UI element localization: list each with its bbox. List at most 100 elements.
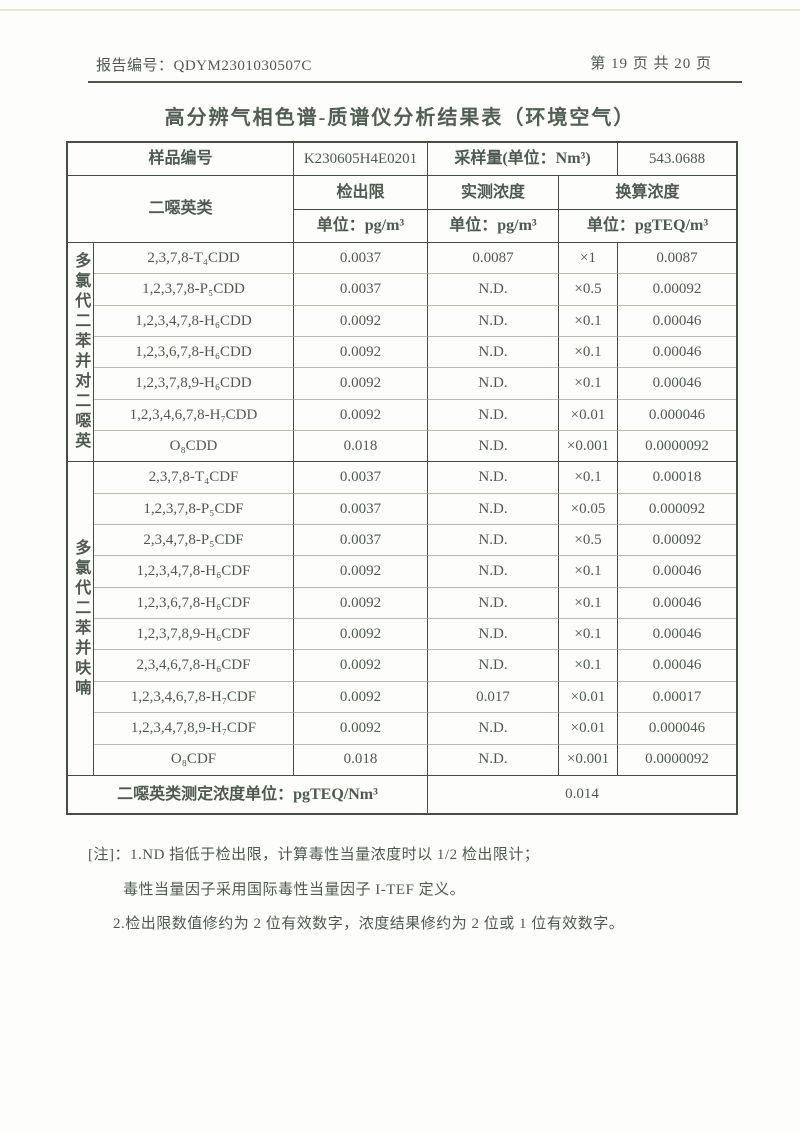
measured-cell: N.D. (428, 493, 559, 526)
detection-limit-cell: 0.018 (294, 744, 428, 776)
total-teq-label: 二噁英类测定浓度单位：pgTEQ/Nm³ (68, 775, 428, 813)
report-number-label: 报告编号： (96, 58, 174, 74)
detection-limit-cell: 0.0092 (294, 681, 428, 714)
detection-limit-header: 检出限 (294, 176, 428, 210)
detection-limit-cell: 0.0037 (294, 462, 428, 494)
document-title: 高分辨气相色谱-质谱仪分析结果表（环境空气） (164, 107, 636, 129)
sample-volume-label: 采样量(单位：Nm³) (428, 143, 618, 176)
footnote-line-1: [注]：1.ND 指低于检出限，计算毒性当量浓度时以 1/2 检出限计； (88, 847, 540, 863)
report-number-line: 报告编号：QDYM2301030507C (96, 54, 312, 75)
detection-limit-cell: 0.0092 (294, 619, 428, 651)
measured-cell: N.D. (428, 713, 559, 745)
teq-cell: 0.00018 (618, 462, 736, 494)
tef-cell: ×0.1 (559, 368, 618, 400)
compound-name-cell: O₈CDD (94, 431, 294, 463)
sample-id-value: K230605H4E0201 (294, 143, 428, 176)
detection-limit-cell: 0.0092 (294, 713, 428, 745)
tef-cell: ×0.1 (559, 337, 618, 369)
compound-name-cell: 1,2,3,4,7,8-H₆CDD (94, 305, 294, 338)
tef-cell: ×0.1 (559, 619, 618, 651)
compound-name-cell: 1,2,3,4,6,7,8-H₇CDF (94, 681, 294, 714)
measured-cell: N.D. (428, 368, 559, 400)
tef-cell: ×0.1 (559, 556, 618, 588)
tef-cell: ×0.1 (559, 587, 618, 620)
measured-cell: N.D. (428, 274, 559, 306)
compound-name-cell: 1,2,3,4,7,8-H₆CDF (94, 556, 294, 588)
results-table-grid: 样品编号 K230605H4E0201 采样量(单位：Nm³) 543.0688… (68, 143, 736, 813)
detection-limit-cell: 0.0092 (294, 305, 428, 338)
measured-cell: N.D. (428, 462, 559, 494)
footnote-line-3: 2.检出限数值修约为 2 位有效数字，浓度结果修约为 2 位或 1 位有效数字。 (113, 916, 625, 932)
compound-name-cell: 1,2,3,7,8-P₅CDD (94, 274, 294, 306)
teq-cell: 0.00046 (618, 306, 736, 338)
teq-cell: 0.00046 (618, 619, 736, 651)
converted-unit: 单位：pgTEQ/m³ (559, 210, 736, 243)
detection-limit-cell: 0.018 (294, 431, 428, 463)
teq-cell: 0.00092 (618, 525, 736, 557)
tef-cell: ×0.01 (559, 713, 618, 745)
measured-cell: 0.017 (428, 681, 559, 714)
detection-limit-cell: 0.0037 (294, 493, 428, 526)
scan-paper-edge (0, 9, 800, 11)
teq-cell: 0.000092 (618, 494, 736, 526)
detection-limit-cell: 0.0092 (294, 399, 428, 432)
teq-cell: 0.0000092 (618, 431, 736, 463)
measured-cell: N.D. (428, 744, 559, 776)
sample-volume-value: 543.0688 (618, 143, 736, 176)
teq-cell: 0.0087 (618, 243, 736, 275)
detection-limit-cell: 0.0092 (294, 587, 428, 620)
compound-name-cell: 1,2,3,7,8-P₅CDF (94, 493, 294, 526)
measured-cell: N.D. (428, 431, 559, 463)
results-table: 样品编号 K230605H4E0201 采样量(单位：Nm³) 543.0688… (66, 141, 738, 815)
compound-name-cell: 1,2,3,7,8,9-H₆CDF (94, 619, 294, 651)
compound-name-cell: 1,2,3,6,7,8-H₆CDD (94, 337, 294, 369)
teq-cell: 0.000046 (618, 713, 736, 745)
total-teq-value: 0.014 (565, 786, 599, 803)
converted-header: 换算浓度 (559, 176, 736, 210)
compound-name-cell: 2,3,7,8-T₄CDF (94, 462, 294, 494)
measured-cell: N.D. (428, 650, 559, 682)
teq-cell: 0.0000092 (618, 745, 736, 776)
tef-cell: ×0.1 (559, 650, 618, 682)
group-label-pcdd: 多氯代二苯并对二噁英 (68, 243, 94, 463)
tef-cell: ×0.01 (559, 399, 618, 432)
tef-cell: ×0.001 (559, 431, 618, 463)
measured-cell: N.D. (428, 399, 559, 432)
compound-name-cell: 2,3,7,8-T₄CDD (94, 243, 294, 275)
sample-id-label: 样品编号 (68, 143, 294, 176)
footnotes: [注]：1.ND 指低于检出限，计算毒性当量浓度时以 1/2 检出限计； 毒性当… (88, 843, 728, 933)
teq-cell: 0.00046 (618, 588, 736, 620)
compound-name-cell: 1,2,3,4,7,8,9-H₇CDF (94, 713, 294, 745)
measured-cell: N.D. (428, 556, 559, 588)
detection-limit-cell: 0.0092 (294, 337, 428, 369)
detection-limit-cell: 0.0037 (294, 274, 428, 306)
tef-cell: ×0.05 (559, 493, 618, 526)
compound-name-cell: 1,2,3,6,7,8-H₆CDF (94, 587, 294, 620)
detection-limit-cell: 0.0092 (294, 368, 428, 400)
tef-cell: ×0.001 (559, 744, 618, 776)
tef-cell: ×0.01 (559, 681, 618, 714)
detection-limit-cell: 0.0037 (294, 243, 428, 275)
tef-cell: ×0.5 (559, 525, 618, 557)
detection-limit-cell: 0.0092 (294, 556, 428, 588)
compound-name-cell: 1,2,3,7,8,9-H₆CDD (94, 368, 294, 400)
compound-name-cell: O₈CDF (94, 744, 294, 776)
compound-name-cell: 1,2,3,4,6,7,8-H₇CDD (94, 399, 294, 432)
tef-cell: ×0.5 (559, 274, 618, 306)
teq-cell: 0.00046 (618, 650, 736, 682)
teq-cell: 0.00017 (618, 682, 736, 714)
measured-header: 实测浓度 (428, 176, 559, 210)
footnote-line-2: 毒性当量因子采用国际毒性当量因子 I-TEF 定义。 (123, 882, 466, 898)
teq-cell: 0.00046 (618, 556, 736, 588)
detection-limit-cell: 0.0092 (294, 650, 428, 682)
measured-cell: N.D. (428, 587, 559, 620)
group-label-pcdf: 多氯代二苯并呋喃 (68, 462, 94, 776)
measured-cell: N.D. (428, 305, 559, 338)
measured-cell: N.D. (428, 525, 559, 557)
analyte-class-header: 二噁英类 (68, 176, 294, 243)
compound-name-cell: 2,3,4,6,7,8-H₆CDF (94, 650, 294, 682)
report-number-value: QDYM2301030507C (173, 58, 312, 74)
measured-cell: N.D. (428, 619, 559, 651)
teq-cell: 0.00046 (618, 337, 736, 369)
